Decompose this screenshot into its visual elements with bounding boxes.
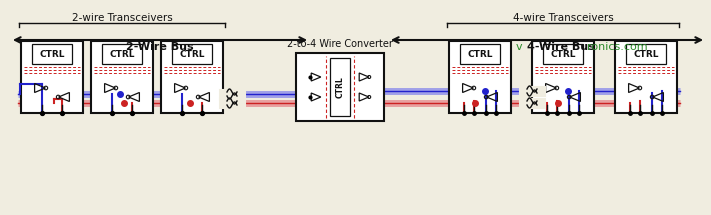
Text: 4-Wire Bus: 4-Wire Bus <box>527 42 594 52</box>
Bar <box>532 41 594 113</box>
Text: 2-wire Transceivers: 2-wire Transceivers <box>72 13 172 23</box>
Bar <box>32 44 72 64</box>
Text: CTRL: CTRL <box>550 50 576 58</box>
Text: 2-to-4 Wire Converter: 2-to-4 Wire Converter <box>287 39 393 49</box>
Bar <box>102 44 142 64</box>
Bar <box>161 41 223 113</box>
Text: v: v <box>515 42 522 52</box>
Bar <box>296 53 384 121</box>
Bar <box>330 58 350 116</box>
Text: CTRL: CTRL <box>336 76 345 98</box>
Text: CTRL: CTRL <box>39 50 65 58</box>
Text: CTRL: CTRL <box>634 50 659 58</box>
Bar <box>615 41 677 113</box>
Text: CTRL: CTRL <box>109 50 135 58</box>
Text: 2-Wire Bus: 2-Wire Bus <box>126 42 194 52</box>
Bar <box>21 41 83 113</box>
Text: CTRL: CTRL <box>467 50 493 58</box>
Bar <box>460 44 500 64</box>
Bar <box>172 44 212 64</box>
Text: 4-wire Transceivers: 4-wire Transceivers <box>513 13 614 23</box>
Bar <box>626 44 666 64</box>
Bar <box>91 41 153 113</box>
Bar <box>449 41 511 113</box>
Text: ronics.com: ronics.com <box>587 42 648 52</box>
Bar <box>543 44 583 64</box>
Text: CTRL: CTRL <box>179 50 205 58</box>
